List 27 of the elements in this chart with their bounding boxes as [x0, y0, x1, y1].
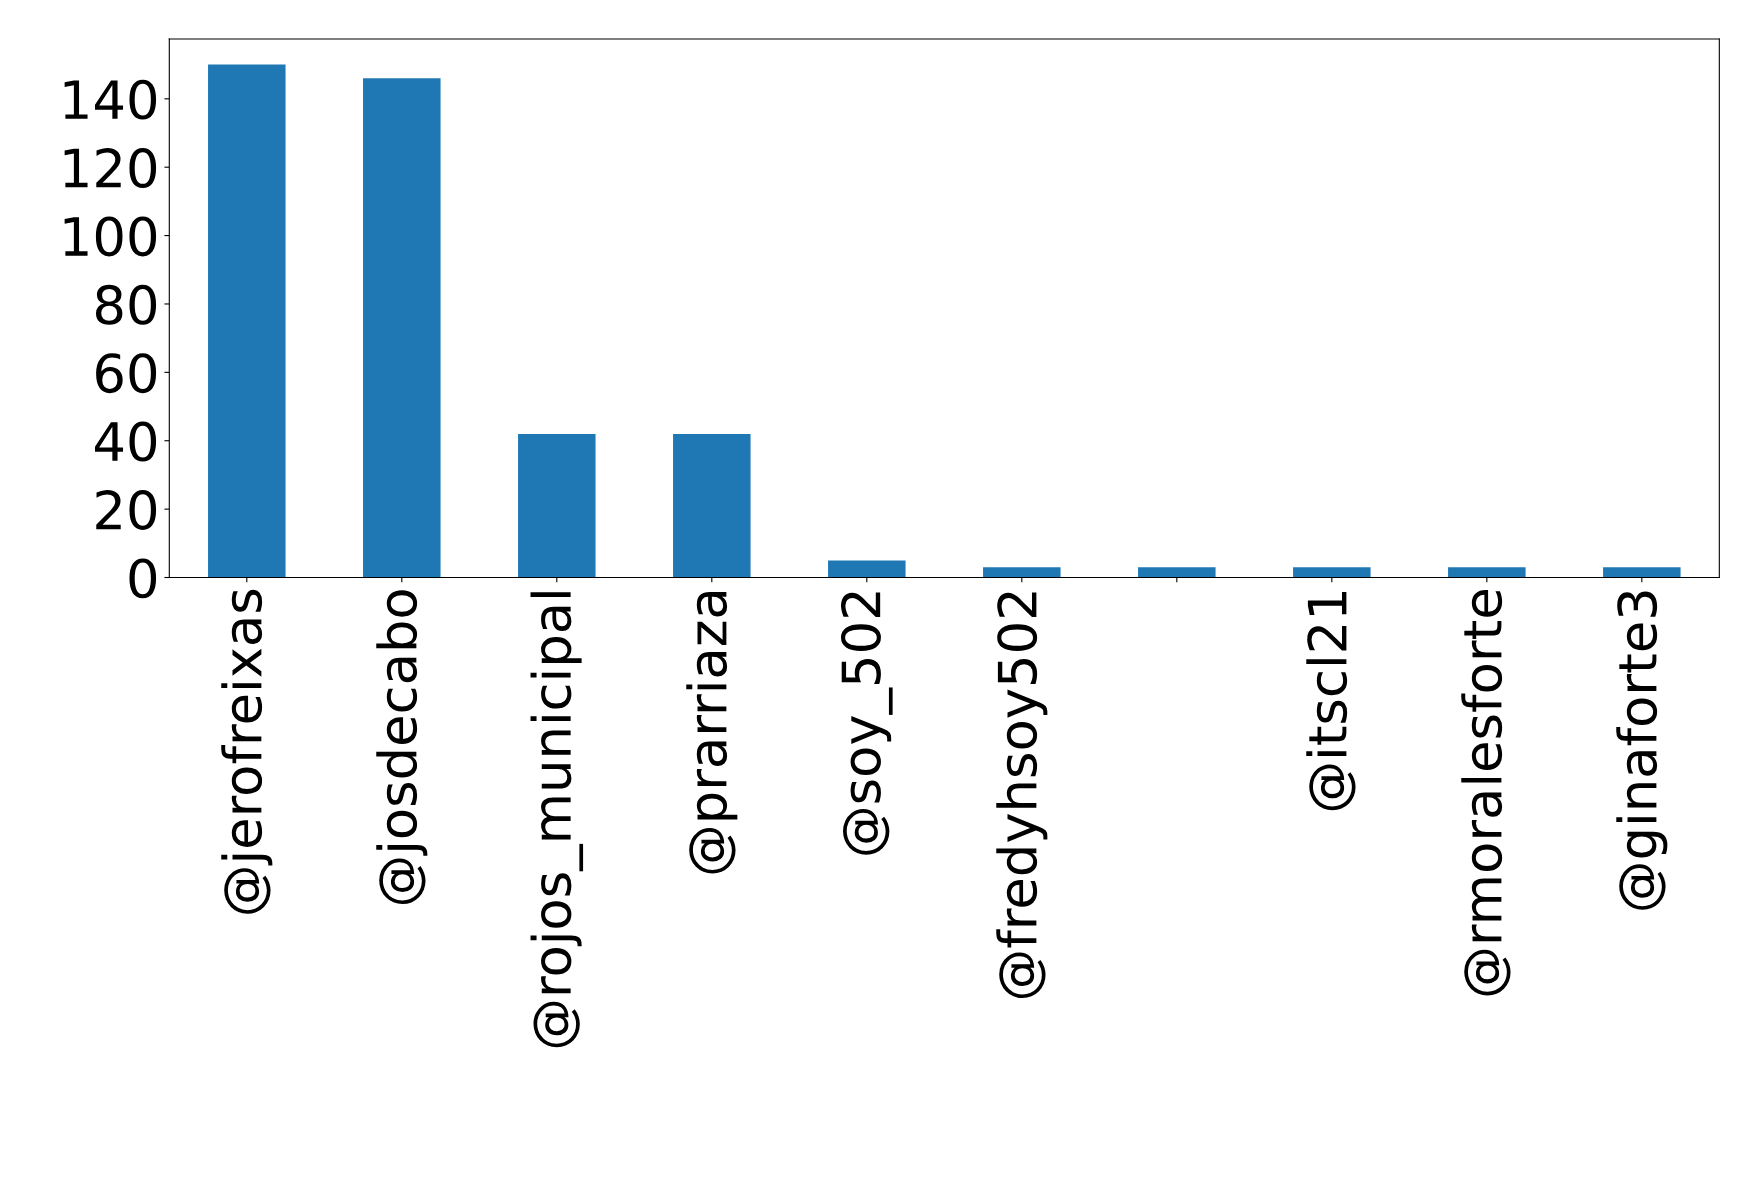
- bar: [518, 433, 596, 578]
- bar: [1138, 567, 1216, 578]
- x-tick-label: @itscl21: [1306, 592, 1356, 811]
- x-tick-label: @soy_502: [841, 592, 893, 855]
- bar: [1448, 567, 1526, 578]
- y-tick-label: 0: [129, 558, 157, 599]
- y-tick-label: 140: [64, 79, 157, 120]
- bar: [1293, 567, 1371, 578]
- y-tick-label: 120: [64, 148, 157, 188]
- x-tick-label: @rojos_municipal: [530, 592, 584, 1048]
- y-tick-label: 100: [64, 216, 157, 257]
- bar: [363, 78, 441, 578]
- y-tick-label: 80: [95, 284, 157, 325]
- x-tick-label: @jerofreixas: [221, 589, 273, 914]
- bar: [983, 567, 1061, 578]
- y-tick-label: 40: [94, 421, 157, 462]
- x-tick-label: @ginaforte3: [1616, 591, 1668, 910]
- x-tick-label: @josdecabo: [376, 590, 428, 905]
- y-tick-label: 20: [96, 490, 157, 530]
- bar: [1603, 567, 1681, 578]
- x-tick-label: @fredyhsoy502: [996, 592, 1048, 999]
- x-tick-label: @rmoralesforte: [1461, 590, 1511, 996]
- bar: [828, 560, 906, 578]
- y-tick-label: 60: [96, 353, 157, 394]
- bar: [673, 433, 751, 578]
- x-tick-label: @prarriaza: [686, 592, 738, 874]
- bar: [208, 64, 286, 578]
